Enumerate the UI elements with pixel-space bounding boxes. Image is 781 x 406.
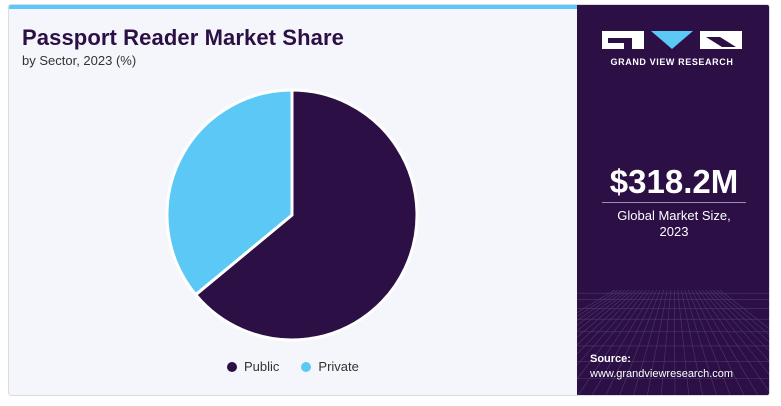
legend-label-private: Private <box>318 359 359 374</box>
legend-swatch-private <box>301 361 312 372</box>
pie-slice-public <box>194 88 419 342</box>
source-link[interactable]: www.grandviewresearch.com <box>590 368 734 380</box>
divider <box>602 202 746 203</box>
market-size-value: $318.2M <box>609 163 739 200</box>
market-size-label: Global Market Size, 2023 <box>577 208 769 240</box>
source-label: Source: <box>590 353 631 365</box>
chart-title: Passport Reader Market Share <box>22 25 344 50</box>
legend-label-public: Public <box>244 359 280 374</box>
grand-view-research-logo-icon <box>602 31 742 49</box>
decorative-grid <box>577 290 769 395</box>
legend-swatch-public <box>227 361 237 372</box>
sidebar-panel: GRAND VIEW RESEARCH $318.2M Global Marke… <box>577 5 769 395</box>
chart-subtitle: by Sector, 2023 (%) <box>22 53 137 68</box>
chart-legend: Public Private <box>227 359 359 374</box>
accent-bar <box>9 5 577 9</box>
pie-slice-private <box>165 88 294 297</box>
pie-chart <box>165 88 419 342</box>
logo-wordmark: GRAND VIEW RESEARCH <box>610 57 734 67</box>
legend-item-private: Private <box>301 359 359 374</box>
legend-item-public: Public <box>227 359 279 374</box>
market-size-label-line2: 2023 <box>659 224 689 239</box>
market-size-label-line1: Global Market Size, <box>617 208 731 223</box>
infographic-card: Passport Reader Market Share by Sector, … <box>8 4 770 396</box>
